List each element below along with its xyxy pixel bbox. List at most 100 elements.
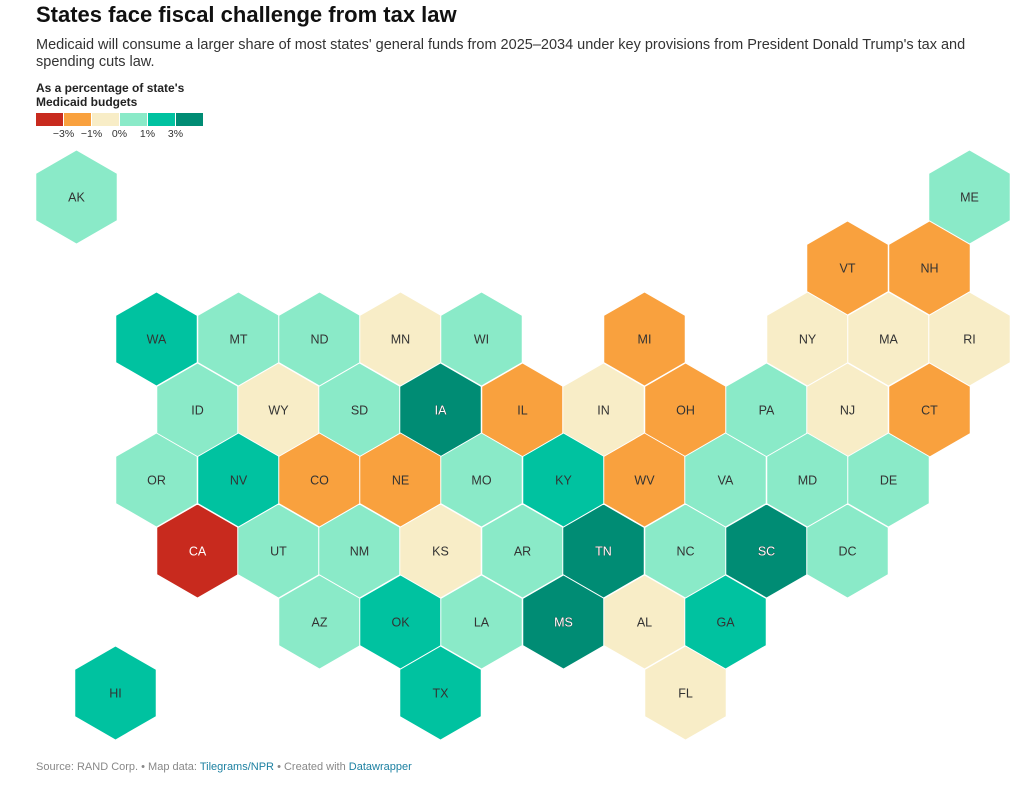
state-hex-wa[interactable]: WA <box>115 291 198 387</box>
state-label-wy: WY <box>268 404 289 418</box>
state-hex-or[interactable]: OR <box>115 432 198 528</box>
legend-swatch-orange <box>64 113 91 126</box>
state-hex-shape[interactable] <box>603 291 686 387</box>
state-label-nv: NV <box>230 474 248 488</box>
state-hex-ca[interactable]: CA <box>156 503 239 599</box>
state-hex-mo[interactable]: MO <box>440 432 523 528</box>
state-label-nm: NM <box>350 545 369 559</box>
state-label-or: OR <box>147 474 166 488</box>
state-label-in: IN <box>597 404 610 418</box>
state-label-la: LA <box>474 616 490 630</box>
state-hex-la[interactable]: LA <box>440 574 523 670</box>
datawrapper-link[interactable]: Datawrapper <box>348 761 412 773</box>
legend-tick-label: −3% <box>52 128 75 140</box>
state-hex-mi[interactable]: MI <box>603 291 686 387</box>
source-line: Source: RAND Corp. • Map data: Tilegrams… <box>36 761 412 773</box>
state-hex-ak[interactable]: AK <box>35 149 118 245</box>
state-hex-ri[interactable]: RI <box>928 291 1011 387</box>
state-hex-nh[interactable]: NH <box>888 220 971 316</box>
state-hex-shape[interactable] <box>806 503 889 599</box>
state-label-il: IL <box>517 404 527 418</box>
legend-swatch-light-teal <box>120 113 147 126</box>
state-hex-me[interactable]: ME <box>928 149 1011 245</box>
state-label-sc: SC <box>758 545 775 559</box>
state-label-ok: OK <box>391 616 410 630</box>
state-label-nh: NH <box>920 262 938 276</box>
state-label-de: DE <box>880 474 897 488</box>
state-label-dc: DC <box>838 545 856 559</box>
state-label-mo: MO <box>471 474 491 488</box>
state-hex-shape[interactable] <box>440 291 523 387</box>
legend-swatch-dark-teal <box>176 113 203 126</box>
legend-tick-label: 1% <box>139 128 156 140</box>
state-hex-shape[interactable] <box>847 432 930 528</box>
state-label-ca: CA <box>189 545 207 559</box>
state-hex-dc[interactable]: DC <box>806 503 889 599</box>
state-label-va: VA <box>718 474 734 488</box>
state-hex-ut[interactable]: UT <box>237 503 320 599</box>
state-hex-ms[interactable]: MS <box>522 574 605 670</box>
state-label-ak: AK <box>68 191 85 205</box>
state-hex-ks[interactable]: KS <box>399 503 482 599</box>
state-label-tx: TX <box>433 687 450 701</box>
state-label-pa: PA <box>759 404 775 418</box>
hex-tile-map: AK ME VT NH WA MT ND MN WI MI NY MA RI ID WY SD IA IL IN OH… <box>35 149 1011 741</box>
state-label-hi: HI <box>109 687 122 701</box>
state-label-ny: NY <box>799 333 817 347</box>
state-label-ct: CT <box>921 404 938 418</box>
state-label-sd: SD <box>351 404 368 418</box>
legend-swatch-dark-red <box>36 113 63 126</box>
state-label-nj: NJ <box>840 404 855 418</box>
source-middle-text: • Created with <box>274 761 349 773</box>
legend-color-bar <box>36 113 203 126</box>
state-hex-shape[interactable] <box>644 645 727 741</box>
state-hex-de[interactable]: DE <box>847 432 930 528</box>
legend-tick-label: −1% <box>80 128 103 140</box>
state-hex-ny[interactable]: NY <box>766 291 849 387</box>
state-label-ri: RI <box>963 333 976 347</box>
state-hex-ky[interactable]: KY <box>522 432 605 528</box>
legend-swatch-teal <box>148 113 175 126</box>
state-hex-fl[interactable]: FL <box>644 645 727 741</box>
state-label-ia: IA <box>435 404 447 418</box>
source-text: Source: RAND Corp. • Map data: <box>36 761 200 773</box>
state-label-ut: UT <box>270 545 287 559</box>
state-label-mi: MI <box>638 333 652 347</box>
state-hex-tx[interactable]: TX <box>399 645 482 741</box>
legend-tick-label: 3% <box>167 128 184 140</box>
state-hex-sc[interactable]: SC <box>725 503 808 599</box>
state-hex-tn[interactable]: TN <box>562 503 645 599</box>
state-hex-az[interactable]: AZ <box>278 574 361 670</box>
state-label-vt: VT <box>840 262 856 276</box>
state-label-oh: OH <box>676 404 695 418</box>
state-hex-shape[interactable] <box>399 645 482 741</box>
state-hex-ma[interactable]: MA <box>847 291 930 387</box>
tilegrams-link[interactable]: Tilegrams/NPR <box>199 761 275 773</box>
state-hex-mt[interactable]: MT <box>197 291 280 387</box>
state-hex-shape[interactable] <box>74 645 157 741</box>
state-hex-co[interactable]: CO <box>278 432 361 528</box>
state-label-wi: WI <box>474 333 489 347</box>
state-label-mt: MT <box>229 333 247 347</box>
state-label-az: AZ <box>312 616 328 630</box>
chart-title: States face fiscal challenge from tax la… <box>36 2 457 27</box>
state-label-wv: WV <box>634 474 655 488</box>
state-label-wa: WA <box>147 333 167 347</box>
legend-swatch-cream <box>92 113 119 126</box>
state-label-id: ID <box>191 404 204 418</box>
state-hex-ne[interactable]: NE <box>359 432 442 528</box>
state-hex-wi[interactable]: WI <box>440 291 523 387</box>
state-hex-mn[interactable]: MN <box>359 291 442 387</box>
state-label-al: AL <box>637 616 652 630</box>
state-hex-ar[interactable]: AR <box>481 503 564 599</box>
state-label-ne: NE <box>392 474 409 488</box>
state-hex-shape[interactable] <box>35 149 118 245</box>
state-label-ky: KY <box>555 474 572 488</box>
state-label-ar: AR <box>514 545 531 559</box>
legend-tick-label: 0% <box>111 128 128 140</box>
state-label-ks: KS <box>432 545 449 559</box>
state-label-co: CO <box>310 474 329 488</box>
state-hex-hi[interactable]: HI <box>74 645 157 741</box>
state-label-fl: FL <box>678 687 693 701</box>
state-label-tn: TN <box>595 545 612 559</box>
